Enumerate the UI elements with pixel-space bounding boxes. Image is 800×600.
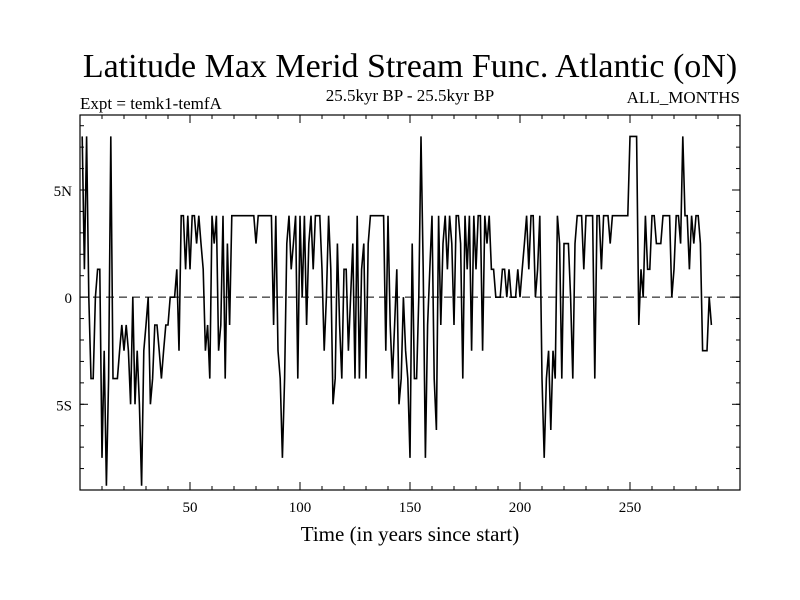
y-tick-label: 0 — [65, 291, 73, 307]
series-line-0 — [81, 135, 713, 486]
x-tick-label: 250 — [619, 500, 642, 516]
x-tick-label: 50 — [183, 500, 198, 516]
x-tick-label: 150 — [399, 500, 422, 516]
x-tick-label: 100 — [289, 500, 312, 516]
data-layer — [80, 135, 740, 486]
y-tick-label: 5S — [56, 398, 72, 414]
months-label: ALL_MONTHS — [627, 88, 740, 107]
period-label: 25.5kyr BP - 25.5kyr BP — [326, 86, 494, 105]
x-tick-label: 200 — [509, 500, 532, 516]
x-axis-label: Time (in years since start) — [301, 522, 520, 546]
y-tick-label: 5N — [54, 184, 73, 200]
experiment-label: Expt = temk1-temfA — [80, 94, 223, 113]
chart-title: Latitude Max Merid Stream Func. Atlantic… — [83, 48, 737, 85]
